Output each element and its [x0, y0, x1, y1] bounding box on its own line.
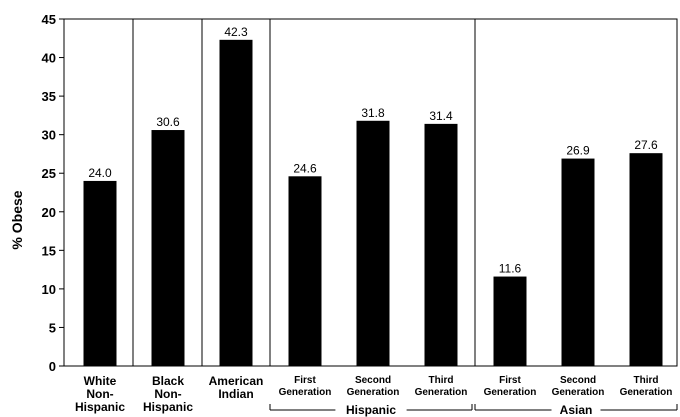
y-tick-label: 0: [49, 359, 56, 374]
x-category-label: Third Generation: [415, 375, 468, 398]
x-category-label: Black Non-Hispanic: [143, 374, 193, 414]
x-axis-labels: White Non-Hispanic Black Non-Hispanic Americ…: [75, 374, 672, 414]
bar-value-label: 26.9: [566, 144, 590, 158]
bar: [151, 130, 185, 366]
bar-value-label: 31.4: [429, 109, 453, 123]
bar: [493, 276, 527, 366]
bar-value-label: 27.6: [634, 138, 658, 152]
group-brackets: Hispanic Asian: [269, 403, 678, 417]
y-axis: 0 5 10 15 20 25 30 35 40 45: [42, 12, 64, 374]
bar-value-label: 42.3: [224, 25, 248, 39]
y-tick-label: 45: [42, 12, 56, 27]
y-tick-label: 10: [42, 282, 56, 297]
x-category-label: Second Generation: [552, 375, 605, 398]
bar: [219, 39, 253, 366]
bar-value-label: 24.0: [88, 166, 112, 180]
y-tick-label: 30: [42, 128, 56, 143]
x-category-label: American Indian: [209, 374, 264, 401]
y-tick-label: 40: [42, 51, 56, 66]
bar-value-label: 31.8: [361, 106, 385, 120]
bar: [424, 123, 458, 366]
y-tick-label: 20: [42, 205, 56, 220]
y-axis-label: % Obese: [9, 190, 25, 249]
x-category-label: First Generation: [484, 375, 537, 398]
bar: [561, 158, 595, 366]
y-tick-label: 15: [42, 243, 56, 258]
bar-value-label: 24.6: [293, 161, 317, 175]
y-tick-label: 25: [42, 166, 56, 181]
bars: [83, 39, 663, 366]
y-tick-label: 5: [49, 320, 56, 335]
data-labels: 24.0 30.6 42.3 24.6 31.8 31.4 11.6 26.9 27.6: [88, 25, 658, 276]
x-category-label: First Generation: [279, 375, 332, 398]
x-category-label: Third Generation: [620, 375, 673, 398]
bar-value-label: 30.6: [156, 115, 180, 129]
bar: [356, 120, 390, 366]
bar: [288, 176, 322, 366]
bar: [83, 180, 117, 366]
group-label: Hispanic: [346, 403, 396, 417]
y-tick-label: 35: [42, 89, 56, 104]
bar: [629, 153, 663, 366]
x-category-label: White Non-Hispanic: [75, 374, 125, 414]
group-label: Asian: [560, 403, 593, 417]
x-category-label: Second Generation: [347, 375, 400, 398]
bar-value-label: 11.6: [499, 262, 522, 276]
